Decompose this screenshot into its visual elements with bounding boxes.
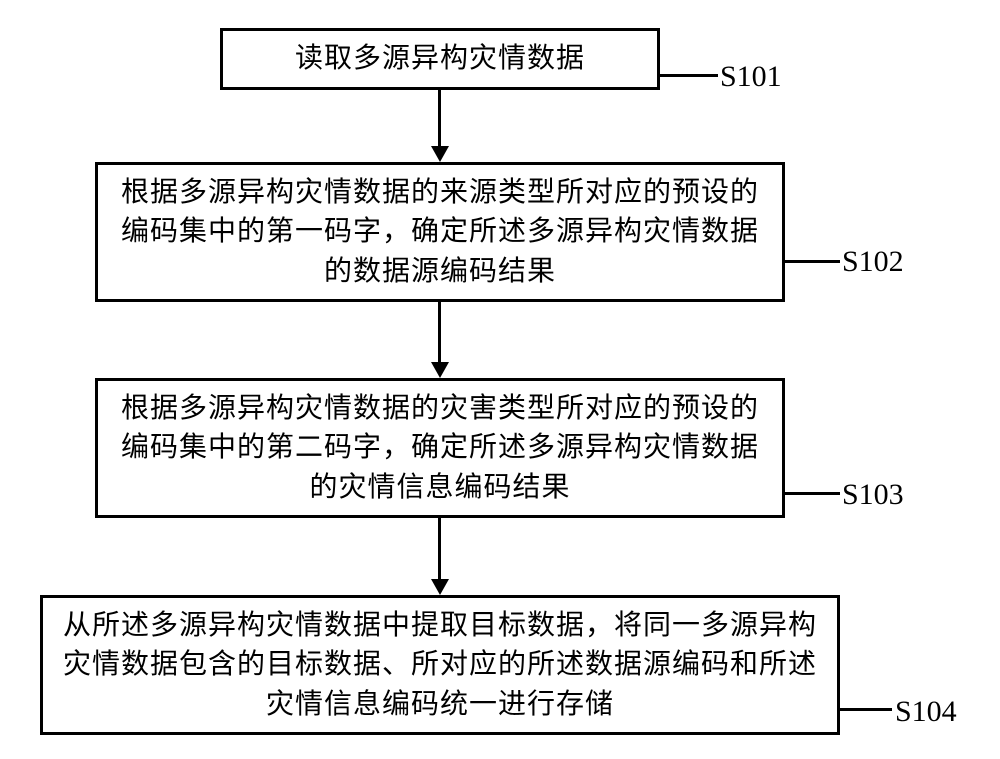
label-connector bbox=[785, 260, 840, 263]
label-connector bbox=[785, 492, 840, 495]
arrow-head-icon bbox=[431, 146, 449, 162]
label-connector bbox=[840, 708, 892, 711]
step-label-s102: S102 bbox=[842, 245, 904, 279]
step-label-s101: S101 bbox=[720, 60, 782, 94]
arrow-head-icon bbox=[431, 362, 449, 378]
arrow-line bbox=[438, 302, 441, 362]
flowchart-node-s103: 根据多源异构灾情数据的灾害类型所对应的预设的编码集中的第二码字，确定所述多源异构… bbox=[95, 378, 785, 518]
node-text: 读取多源异构灾情数据 bbox=[295, 39, 585, 78]
node-text: 从所述多源异构灾情数据中提取目标数据，将同一多源异构灾情数据包含的目标数据、所对… bbox=[57, 606, 823, 724]
step-label-s103: S103 bbox=[842, 478, 904, 512]
step-label-s104: S104 bbox=[895, 695, 957, 729]
node-text: 根据多源异构灾情数据的来源类型所对应的预设的编码集中的第一码字，确定所述多源异构… bbox=[112, 173, 768, 291]
label-connector bbox=[660, 74, 718, 77]
flowchart-container: 读取多源异构灾情数据 S101 根据多源异构灾情数据的来源类型所对应的预设的编码集中… bbox=[0, 0, 1000, 759]
flowchart-node-s104: 从所述多源异构灾情数据中提取目标数据，将同一多源异构灾情数据包含的目标数据、所对… bbox=[40, 595, 840, 735]
flowchart-node-s102: 根据多源异构灾情数据的来源类型所对应的预设的编码集中的第一码字，确定所述多源异构… bbox=[95, 162, 785, 302]
arrow-line bbox=[438, 518, 441, 579]
flowchart-node-s101: 读取多源异构灾情数据 bbox=[220, 28, 660, 90]
arrow-line bbox=[438, 90, 441, 146]
arrow-head-icon bbox=[431, 579, 449, 595]
node-text: 根据多源异构灾情数据的灾害类型所对应的预设的编码集中的第二码字，确定所述多源异构… bbox=[112, 389, 768, 507]
